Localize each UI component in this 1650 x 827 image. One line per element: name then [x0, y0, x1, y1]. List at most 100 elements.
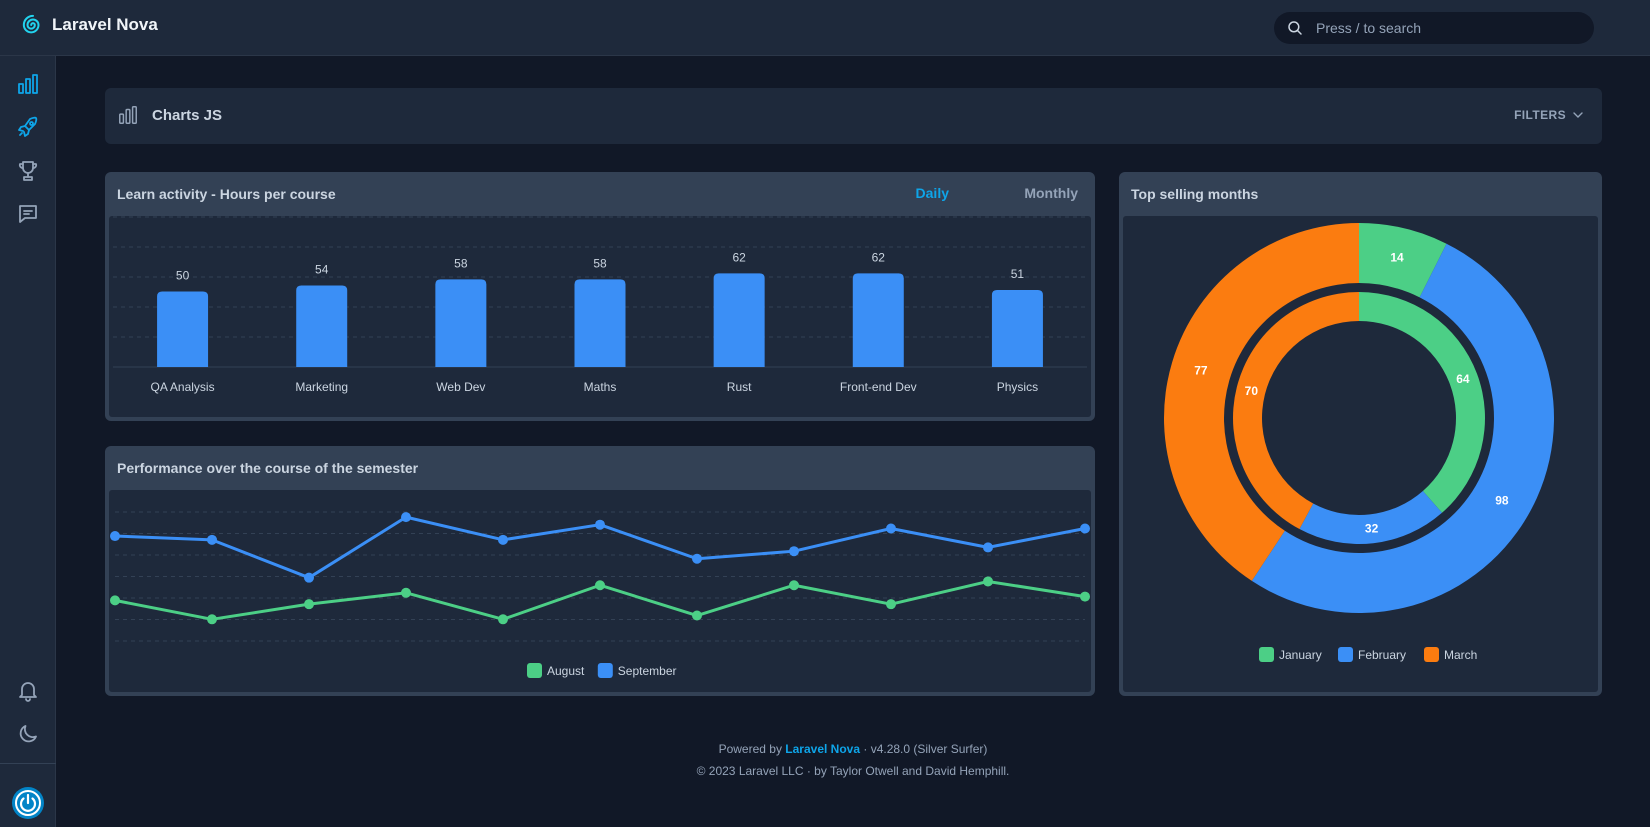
legend-swatch: [1424, 647, 1439, 662]
footer-powered-by: Powered by: [718, 742, 782, 756]
nova-logo-icon: [22, 14, 40, 34]
bar-value-label: 58: [593, 256, 607, 270]
bar: [991, 289, 1043, 367]
legend-label: August: [547, 664, 585, 678]
data-point: [886, 523, 896, 534]
data-point: [207, 534, 217, 545]
doughnut-slice: [1233, 292, 1359, 530]
bell-icon: [19, 682, 37, 702]
data-point: [401, 587, 411, 598]
bar-chart-card: Learn activity - Hours per course Daily …: [105, 172, 1095, 421]
line-chart-title: Performance over the course of the semes…: [117, 460, 419, 476]
doughnut-slice: [1299, 490, 1443, 544]
brand[interactable]: Laravel Nova: [22, 14, 158, 36]
doughnut-slice: [1164, 223, 1359, 581]
sidebar-divider: [0, 763, 56, 764]
bar-category-label: Marketing: [295, 380, 348, 394]
bar-value-label: 50: [176, 269, 190, 283]
search-icon: [1288, 21, 1302, 35]
top-bar: Laravel Nova: [0, 0, 1650, 56]
app-name: Laravel Nova: [52, 15, 158, 34]
sidebar: [0, 56, 56, 827]
data-point: [1080, 523, 1090, 534]
sidebar-item-dashboards[interactable]: [14, 70, 42, 98]
search-bar[interactable]: [1274, 12, 1594, 44]
sidebar-item-messages[interactable]: [14, 200, 42, 228]
daily-tab[interactable]: Daily: [915, 185, 949, 201]
data-point: [401, 512, 411, 523]
filters-label: FILTERS: [1514, 108, 1566, 122]
doughnut-slice: [1359, 223, 1447, 298]
bar-value-label: 62: [732, 250, 746, 264]
bar-category-label: Front-end Dev: [840, 380, 917, 394]
bar-value-label: 51: [1011, 267, 1025, 281]
data-point: [110, 531, 120, 542]
bar-chart: 50 QA Analysis 54 Marketing 58 Web Dev 58 Maths…: [113, 216, 1087, 394]
bar-chart-title: Learn activity - Hours per course: [117, 186, 336, 202]
data-point: [789, 580, 799, 591]
line-chart-card: Performance over the course of the semes…: [105, 446, 1095, 696]
slice-value-label: 70: [1245, 384, 1259, 398]
legend-swatch: [1338, 647, 1353, 662]
doughnut-area: 14 98 77 64 32 70 January February March: [1123, 216, 1598, 692]
moon-icon: [19, 725, 37, 743]
footer-version: · v4.28.0 (Silver Surfer): [863, 742, 988, 756]
bar-category-label: Physics: [997, 380, 1038, 394]
doughnut-chart: 14 98 77 64 32 70 January February March: [1164, 223, 1554, 662]
doughnut-title: Top selling months: [1131, 186, 1259, 202]
sidebar-item-leaderboard[interactable]: [14, 157, 42, 185]
data-point: [207, 614, 217, 625]
chart-bar-icon: [119, 106, 137, 124]
data-point: [304, 599, 314, 610]
data-point: [498, 534, 508, 545]
line-chart-area: August September: [109, 490, 1091, 692]
dashboards-icon: [18, 74, 38, 94]
chat-icon: [19, 205, 37, 223]
footer-powered: Powered by Laravel Nova · v4.28.0 (Silve…: [56, 742, 1650, 756]
data-point: [886, 599, 896, 610]
data-point: [1080, 591, 1090, 602]
search-input[interactable]: [1316, 20, 1566, 36]
rocket-icon: [18, 116, 38, 137]
bar: [157, 291, 209, 367]
bar-category-label: Maths: [584, 380, 617, 394]
legend-label: September: [618, 664, 677, 678]
doughnut-slice: [1251, 243, 1554, 613]
data-point: [692, 610, 702, 621]
slice-value-label: 14: [1390, 250, 1404, 264]
slice-value-label: 77: [1194, 364, 1208, 378]
bar-chart-area: 50 QA Analysis 54 Marketing 58 Web Dev 58 Maths…: [109, 216, 1091, 417]
bar: [296, 285, 348, 367]
filters-dropdown[interactable]: FILTERS: [1514, 108, 1584, 122]
slice-value-label: 98: [1495, 494, 1509, 508]
data-point: [304, 572, 314, 583]
slice-value-label: 32: [1365, 521, 1379, 535]
theme-toggle-button[interactable]: [14, 720, 42, 748]
trophy-icon: [18, 161, 38, 181]
power-icon: [12, 787, 44, 819]
bar-category-label: Web Dev: [436, 380, 485, 394]
bar-value-label: 62: [872, 250, 886, 264]
data-point: [983, 542, 993, 553]
laravel-nova-link[interactable]: Laravel Nova: [785, 742, 861, 756]
line-chart: August September: [110, 511, 1090, 678]
monthly-tab[interactable]: Monthly: [1024, 185, 1078, 201]
legend-label: March: [1444, 648, 1477, 662]
bar-value-label: 54: [315, 262, 329, 276]
legend-swatch: [1259, 647, 1274, 662]
chevron-down-icon: [1573, 112, 1583, 118]
bar-category-label: QA Analysis: [151, 380, 215, 394]
slice-value-label: 64: [1456, 372, 1470, 386]
sidebar-item-resources[interactable]: [14, 113, 42, 141]
bar: [852, 273, 904, 367]
data-point: [110, 595, 120, 606]
legend-swatch: [527, 663, 542, 678]
legend-label: February: [1358, 648, 1406, 662]
doughnut-slice: [1359, 292, 1485, 513]
legend-swatch: [597, 663, 613, 678]
bar-category-label: Rust: [727, 380, 752, 394]
notifications-button[interactable]: [14, 676, 42, 704]
user-menu-button[interactable]: [10, 785, 46, 821]
data-point: [595, 580, 605, 591]
data-point: [498, 614, 508, 625]
